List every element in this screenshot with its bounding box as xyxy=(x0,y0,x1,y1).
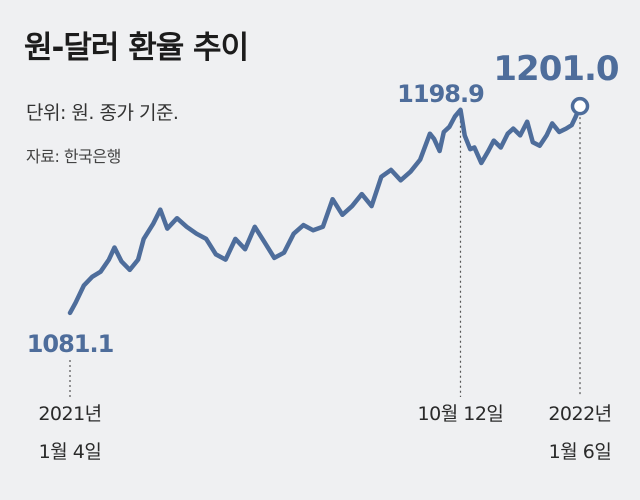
date-tick-label: 2021년 xyxy=(38,403,101,425)
chart-title: 원-달러 환율 추이 xyxy=(24,30,249,66)
date-tick-label: 2022년 xyxy=(548,403,611,425)
chart-marks xyxy=(570,96,590,116)
chart-labels: 1081.1 2021년 1월 4일 1198.9 10월 12일 1201.0 2022년… xyxy=(27,49,620,463)
guide-lines xyxy=(69,112,581,397)
date-tick-label: 10월 12일 xyxy=(418,403,504,425)
series-line xyxy=(67,103,583,316)
unit-note: 단위: 원. 종가 기준. xyxy=(26,102,179,124)
value-label: 1198.9 xyxy=(397,80,484,108)
value-label: 1081.1 xyxy=(27,330,114,358)
endpoint-marker xyxy=(570,96,590,116)
value-label: 1201.0 xyxy=(493,49,619,89)
date-tick-label: 1월 4일 xyxy=(39,441,102,463)
date-tick-label: 1월 6일 xyxy=(549,441,612,463)
source-note: 자료: 한국은행 xyxy=(26,147,121,166)
